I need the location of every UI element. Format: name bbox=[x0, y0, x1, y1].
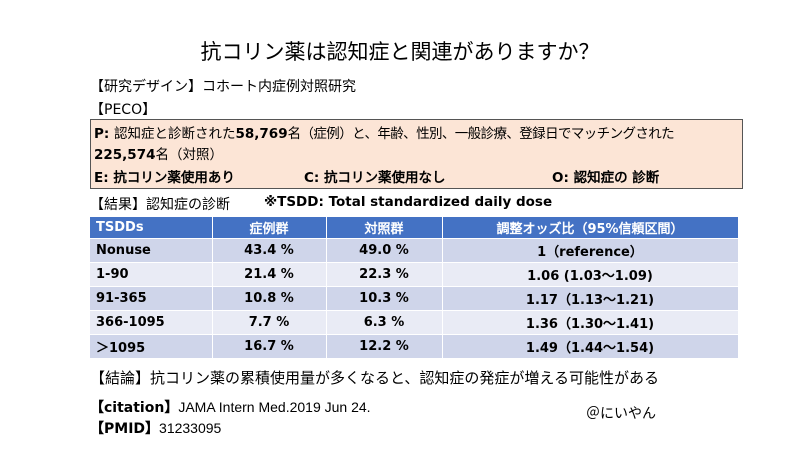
cell-cases: 43.4 % bbox=[212, 238, 327, 263]
peco-p-text-2: 名（症例）と、年齢、性別、一般診療、登録日でマッチングされた bbox=[287, 126, 675, 142]
cell-odds-ratio: 1.36（1.30〜1.41) bbox=[442, 310, 739, 335]
page-title: 抗コリン薬は認知症と関連がありますか？ bbox=[200, 40, 600, 64]
cell-controls: 6.3 % bbox=[326, 310, 443, 335]
cell-controls: 10.3 % bbox=[326, 286, 443, 311]
cell-odds-ratio: 1（reference） bbox=[442, 238, 739, 263]
cell-tsdd: ＞1095 bbox=[90, 334, 213, 358]
peco-p-line1: P: 認知症と診断された58,769名（症例）と、年齢、性別、一般診療、登録日で… bbox=[94, 122, 744, 142]
cell-cases: 7.7 % bbox=[212, 310, 327, 335]
cell-tsdd: Nonuse bbox=[90, 238, 213, 263]
header-tsdds: TSDDs bbox=[90, 217, 213, 239]
pmid-label: 【PMID】 bbox=[90, 421, 160, 437]
study-design: 【研究デザイン】コホート内症例対照研究 bbox=[90, 79, 356, 95]
pmid-text: 31233095 bbox=[159, 420, 222, 436]
peco-p-controls: 225,574 bbox=[94, 147, 156, 163]
table-row: ＞1095 16.7 % 12.2 % 1.49（1.44〜1.54) bbox=[90, 334, 739, 358]
peco-label: 【PECO】 bbox=[90, 102, 157, 118]
cell-cases: 10.8 % bbox=[212, 286, 327, 311]
cell-tsdd: 91-365 bbox=[90, 286, 213, 311]
result-label: 【結果】認知症の診断 bbox=[90, 197, 230, 213]
peco-p-text-1: 認知症と診断された bbox=[114, 126, 236, 142]
peco-p-cases: 58,769 bbox=[235, 126, 288, 142]
pmid-line: 【PMID】31233095 bbox=[90, 418, 221, 438]
citation-text: JAMA Intern Med.2019 Jun 24. bbox=[178, 399, 371, 415]
cell-tsdd: 1-90 bbox=[90, 262, 213, 287]
cell-controls: 22.3 % bbox=[326, 262, 443, 287]
peco-o: O: 認知症の 診断 bbox=[552, 170, 660, 186]
header-controls: 対照群 bbox=[326, 217, 443, 239]
peco-c: C: 抗コリン薬使用なし bbox=[304, 170, 446, 186]
conclusion: 【結論】抗コリン薬の累積使用量が多くなると、認知症の発症が増える可能性がある bbox=[90, 369, 659, 387]
table-row: 91-365 10.8 % 10.3 % 1.17（1.13〜1.21) bbox=[90, 286, 739, 311]
author-handle: ＠にいやん bbox=[586, 406, 656, 422]
table-row: Nonuse 43.4 % 49.0 % 1（reference） bbox=[90, 238, 739, 263]
cell-odds-ratio: 1.06 (1.03〜1.09) bbox=[442, 262, 739, 287]
cell-cases: 16.7 % bbox=[212, 334, 327, 358]
peco-p-line2: 225,574名（対照） bbox=[94, 143, 223, 163]
peco-e: E: 抗コリン薬使用あり bbox=[94, 170, 235, 186]
cell-cases: 21.4 % bbox=[212, 262, 327, 287]
cell-controls: 12.2 % bbox=[326, 334, 443, 358]
table-row: 366-1095 7.7 % 6.3 % 1.36（1.30〜1.41) bbox=[90, 310, 739, 335]
cell-controls: 49.0 % bbox=[326, 238, 443, 263]
table-row: 1-90 21.4 % 22.3 % 1.06 (1.03〜1.09) bbox=[90, 262, 739, 287]
peco-p-text-3: 名（対照） bbox=[155, 147, 224, 163]
cell-odds-ratio: 1.17（1.13〜1.21) bbox=[442, 286, 739, 311]
citation-line: 【citation】JAMA Intern Med.2019 Jun 24. bbox=[90, 397, 371, 417]
peco-p-prefix: P: bbox=[94, 126, 114, 142]
header-odds-ratio: 調整オッズ比（95%信頼区間） bbox=[442, 217, 739, 239]
cell-odds-ratio: 1.49（1.44〜1.54) bbox=[442, 334, 739, 358]
results-table: TSDDs 症例群 対照群 調整オッズ比（95%信頼区間） Nonuse 43.… bbox=[90, 217, 739, 358]
cell-tsdd: 366-1095 bbox=[90, 310, 213, 335]
tsdd-note: ※TSDD: Total standardized daily dose bbox=[264, 194, 553, 210]
peco-box bbox=[90, 119, 743, 189]
table-header-row: TSDDs 症例群 対照群 調整オッズ比（95%信頼区間） bbox=[90, 217, 739, 239]
header-cases: 症例群 bbox=[212, 217, 327, 239]
citation-label: 【citation】 bbox=[90, 400, 179, 416]
